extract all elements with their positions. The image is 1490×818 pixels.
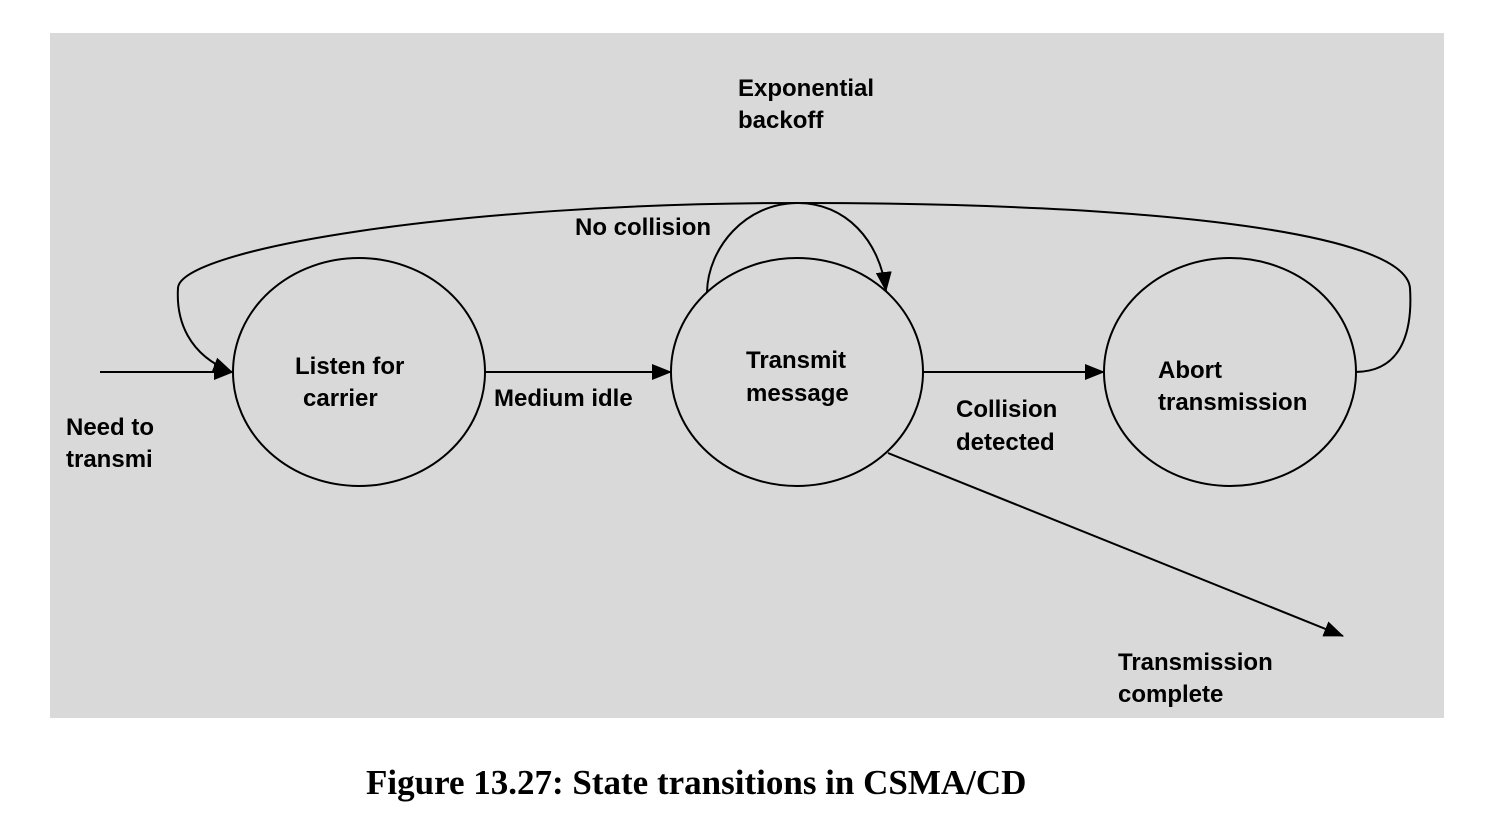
transmit-label-line1: Transmit: [746, 347, 846, 374]
listen-label-line2: carrier: [303, 385, 378, 412]
backoff-label-line2: backoff: [738, 107, 824, 134]
collision-label-line1: Collision: [956, 396, 1057, 423]
start-label-line1: Need to: [66, 414, 154, 441]
backoff-label-line1: Exponential: [738, 75, 874, 102]
figure-caption: Figure 13.27: State transitions in CSMA/…: [366, 763, 1026, 802]
complete-label-line2: complete: [1118, 681, 1223, 708]
complete-label-line1: Transmission: [1118, 649, 1273, 676]
state-abort-transmission: [1103, 257, 1357, 487]
diagram-background: [50, 33, 1444, 718]
collision-label-line2: detected: [956, 429, 1055, 456]
no-collision-label: No collision: [575, 214, 711, 241]
complete-arrow: [887, 452, 1344, 637]
transmit-label-line2: message: [746, 380, 849, 407]
listen-label-line1: Listen for: [295, 353, 404, 380]
abort-label-line1: Abort: [1158, 357, 1222, 384]
backoff-arrow: [176, 201, 1412, 373]
state-transmit-message: [670, 257, 924, 487]
state-listen-for-carrier: [232, 257, 486, 487]
medium-idle-label: Medium idle: [494, 385, 633, 412]
start-label-line2: transmi: [66, 446, 153, 473]
abort-label-line2: transmission: [1158, 389, 1307, 416]
